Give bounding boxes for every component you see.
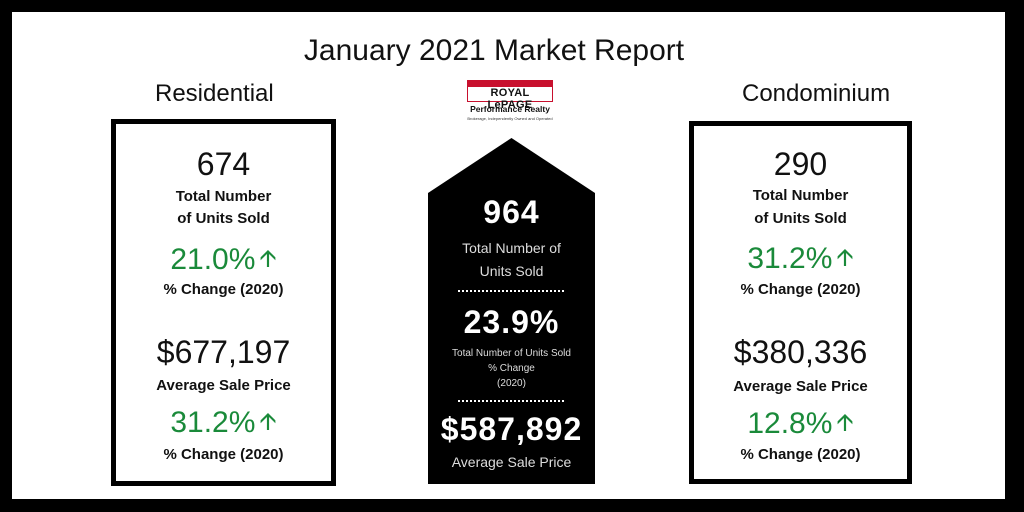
- up-arrow-icon: 🡩: [836, 409, 854, 436]
- residential-label: Residential: [155, 80, 274, 107]
- logo-bar: [468, 81, 552, 87]
- condominium-change-label-1: % Change (2020): [740, 281, 861, 298]
- residential-units-sold: 674: [196, 146, 251, 182]
- total-avg-price-label: Average Sale Price: [451, 454, 572, 470]
- royal-lepage-logo: ROYAL LePAGE Performance Realty Brokerag…: [467, 80, 553, 128]
- total-avg-price: $587,892: [440, 411, 583, 447]
- up-arrow-icon: 🡩: [259, 408, 277, 435]
- up-arrow-icon: 🡩: [259, 245, 277, 272]
- up-arrow-icon: 🡩: [836, 244, 854, 271]
- total-change-label-1: Total Number of Units Sold: [452, 348, 571, 359]
- divider: [458, 400, 564, 402]
- total-units-sold: 964: [483, 194, 540, 230]
- divider: [458, 290, 564, 292]
- total-change-label-3: (2020): [497, 378, 526, 389]
- condominium-avg-price-label: Average Sale Price: [733, 378, 868, 395]
- residential-units-change: 21.0%: [170, 243, 256, 276]
- residential-price-change-row: 31.2% 🡩: [116, 404, 331, 445]
- condominium-units-label-1: Total Number: [752, 187, 849, 204]
- total-units-change: 23.9%: [463, 304, 560, 340]
- logo-brand-text: ROYAL LePAGE: [487, 87, 533, 111]
- residential-avg-price-label: Average Sale Price: [156, 377, 291, 394]
- house-shape: [428, 138, 595, 484]
- residential-change-label-2: % Change (2020): [163, 446, 284, 463]
- residential-avg-price: $677,197: [156, 334, 291, 370]
- condominium-panel: 290 Total Number of Units Sold 31.2% 🡩 % …: [689, 121, 912, 484]
- condominium-avg-price: $380,336: [733, 334, 868, 370]
- logo-subtitle: Performance Realty: [470, 104, 550, 114]
- residential-units-label-2: of Units Sold: [177, 210, 270, 227]
- residential-price-change: 31.2%: [170, 406, 256, 439]
- residential-units-label-1: Total Number: [175, 188, 272, 205]
- condominium-label: Condominium: [742, 80, 891, 107]
- total-change-label-2: % Change: [488, 363, 535, 374]
- residential-change-label-1: % Change (2020): [163, 281, 284, 298]
- residential-panel: 674 Total Number of Units Sold 21.0% 🡩 % …: [111, 119, 336, 486]
- condominium-price-change: 12.8%: [747, 407, 833, 440]
- condominium-units-change-row: 31.2% 🡩: [694, 240, 907, 281]
- condominium-units-label-2: of Units Sold: [754, 210, 847, 227]
- condominium-change-label-2: % Change (2020): [740, 446, 861, 463]
- condominium-units-change: 31.2%: [747, 242, 833, 275]
- total-units-label-1: Total Number of: [462, 240, 561, 256]
- residential-units-change-row: 21.0% 🡩: [116, 241, 331, 282]
- total-house-panel: 964 Total Number of Units Sold 23.9% Tot…: [428, 138, 595, 484]
- condominium-price-change-row: 12.8% 🡩: [694, 405, 907, 446]
- logo-brand: ROYAL LePAGE: [467, 80, 553, 111]
- total-units-label-2: Units Sold: [479, 263, 544, 279]
- condominium-units-sold: 290: [773, 146, 828, 182]
- logo-tagline: Brokerage, Independently Owned and Opera…: [467, 116, 553, 121]
- page-title: January 2021 Market Report: [303, 34, 685, 67]
